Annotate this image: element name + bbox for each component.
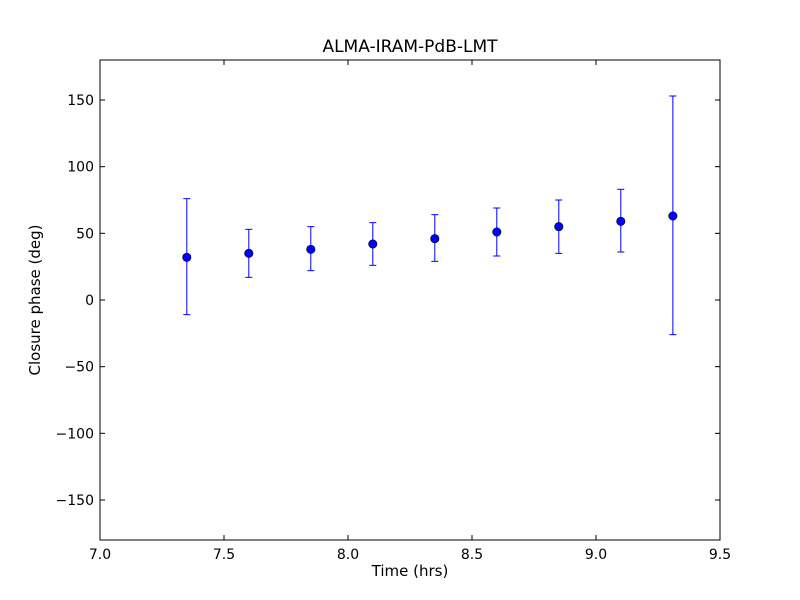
x-tick-label: 9.5 (709, 547, 731, 563)
y-tick-label: 150 (67, 93, 94, 109)
y-tick-label: 100 (67, 160, 94, 176)
x-axis-label: Time (hrs) (371, 562, 449, 580)
plot-area-frame (99, 59, 721, 541)
x-tick-label: 7.5 (213, 547, 235, 563)
y-axis-label: Closure phase (deg) (26, 225, 44, 376)
data-point (668, 211, 678, 221)
data-point (430, 234, 440, 244)
data-point (368, 239, 378, 249)
data-point (306, 244, 316, 254)
y-tick-label: 50 (76, 226, 94, 242)
y-tick-label: −100 (56, 426, 94, 442)
x-tick-label: 8.5 (461, 547, 483, 563)
data-points (182, 95, 678, 336)
x-tick-label: 7.0 (89, 547, 111, 563)
x-tick-label: 8.0 (337, 547, 359, 563)
data-point (244, 248, 254, 258)
data-point (554, 222, 564, 232)
y-tick-label: −150 (56, 493, 94, 509)
y-tick-label: 0 (85, 293, 94, 309)
data-point (616, 216, 626, 226)
data-point (182, 252, 192, 262)
axis-ticks: 7.0 7.5 8.0 8.5 9.0 9.5 −150 −100 −50 0 50 100 150 (56, 60, 731, 563)
y-tick-label: −50 (64, 360, 94, 376)
data-point (492, 227, 502, 237)
x-tick-label: 9.0 (585, 547, 607, 563)
chart-title: ALMA-IRAM-PdB-LMT (322, 37, 498, 57)
